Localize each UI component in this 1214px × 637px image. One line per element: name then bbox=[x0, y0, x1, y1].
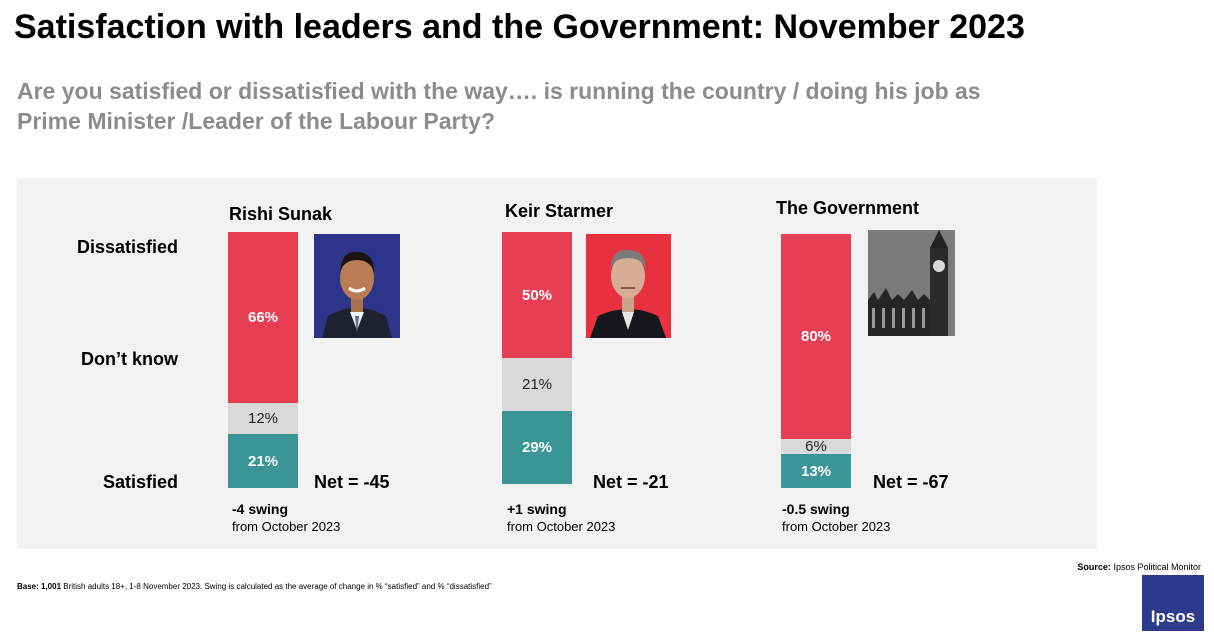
swing-from-sunak: from October 2023 bbox=[232, 519, 341, 534]
bar-segment-dont-know: 12% bbox=[228, 403, 298, 434]
bar-segment-dissatisfied: 50% bbox=[502, 232, 572, 358]
keir-starmer-portrait bbox=[586, 234, 671, 338]
bar-segment-satisfied: 29% bbox=[502, 411, 572, 484]
swing-from-government: from October 2023 bbox=[782, 519, 891, 534]
swing-government: -0.5 swing bbox=[782, 501, 850, 517]
rishi-sunak-portrait bbox=[314, 234, 400, 338]
ipsos-logo: Ipsos bbox=[1142, 575, 1204, 631]
source-text: Ipsos Political Monitor bbox=[1113, 562, 1201, 572]
bar-segment-satisfied: 21% bbox=[228, 434, 298, 488]
swing-sunak: -4 swing bbox=[232, 501, 289, 517]
row-label-dissatisfied: Dissatisfied bbox=[76, 237, 178, 257]
bar-segment-dissatisfied: 80% bbox=[781, 234, 851, 439]
bar-segment-dont-know: 21% bbox=[502, 358, 572, 411]
question-subtitle: Are you satisfied or dissatisfied with t… bbox=[17, 78, 981, 134]
chart-title-starmer: Keir Starmer bbox=[505, 201, 614, 221]
stacked-bar-government: 80% 6% 13% bbox=[781, 234, 851, 488]
net-score-sunak: Net = -45 bbox=[314, 472, 390, 492]
row-label-dont-know: Don’t know bbox=[81, 349, 178, 369]
swing-from-starmer: from October 2023 bbox=[507, 519, 616, 534]
chart-title-government: The Government bbox=[776, 198, 920, 218]
big-ben-photo bbox=[868, 230, 955, 336]
stacked-bar-starmer: 50% 21% 29% bbox=[502, 232, 572, 484]
bar-segment-dissatisfied: 66% bbox=[228, 232, 298, 403]
logo-text: Ipsos bbox=[1150, 607, 1196, 626]
bar-segment-dont-know: 6% bbox=[781, 438, 851, 455]
bar-segment-satisfied: 13% bbox=[781, 454, 851, 488]
stacked-bar-sunak: 66% 12% 21% bbox=[228, 232, 298, 488]
source-note: Source: Ipsos Political Monitor bbox=[1077, 562, 1201, 572]
net-score-government: Net = -67 bbox=[873, 472, 949, 492]
net-score-starmer: Net = -21 bbox=[593, 472, 669, 492]
base-text: British adults 18+, 1-8 November 2023. S… bbox=[63, 582, 492, 591]
swing-starmer: +1 swing bbox=[507, 501, 567, 517]
chart-title-sunak: Rishi Sunak bbox=[229, 204, 333, 224]
page-title: Satisfaction with leaders and the Govern… bbox=[14, 8, 1025, 46]
row-label-satisfied: Satisfied bbox=[102, 472, 178, 492]
base-note: Base: 1,001 British adults 18+, 1-8 Nove… bbox=[17, 582, 492, 591]
